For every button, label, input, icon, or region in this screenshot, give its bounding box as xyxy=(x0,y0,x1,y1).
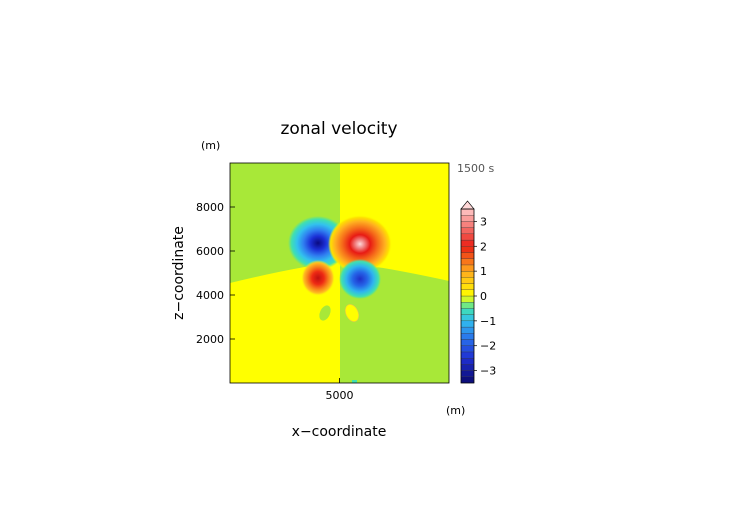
colorbar-level xyxy=(460,239,475,247)
x-axis: 5000 xyxy=(326,378,354,402)
colorbar-level xyxy=(460,264,475,272)
colorbar-level xyxy=(460,308,475,315)
colorbar-level xyxy=(460,302,475,309)
colorbar-level xyxy=(460,364,475,371)
x-axis-title: x−coordinate xyxy=(292,424,387,440)
colorbar-level xyxy=(460,227,475,235)
colorbar-level xyxy=(460,270,475,278)
vortex-lower-left xyxy=(301,260,335,296)
x-tick-label: 5000 xyxy=(326,389,354,402)
colorbar-tick-label: 2 xyxy=(480,240,487,253)
colorbar-level xyxy=(460,252,475,259)
colorbar-level xyxy=(460,351,475,359)
colorbar-level xyxy=(460,370,475,377)
colorbar-level xyxy=(460,233,475,241)
y-tick-label: 4000 xyxy=(196,289,224,302)
colorbar-level xyxy=(460,221,475,228)
colorbar-tick-label: 0 xyxy=(480,290,487,303)
colorbar-level xyxy=(460,357,475,365)
colorbar-extend-arrow xyxy=(460,200,475,210)
colorbar: 3 2 1 0 −1 −2 −3 xyxy=(460,200,496,384)
colorbar-level xyxy=(460,320,475,328)
colorbar-level xyxy=(460,345,475,353)
blob-right xyxy=(345,304,359,322)
colorbar-level xyxy=(460,314,475,322)
colorbar-tick-label: −2 xyxy=(480,340,496,353)
colorbar-tick-label: −3 xyxy=(480,365,496,378)
y-tick-label: 8000 xyxy=(196,201,224,214)
blob-left xyxy=(319,305,331,321)
y-unit-label: (m) xyxy=(201,139,220,152)
colorbar-level xyxy=(460,339,475,346)
time-label: 1500 s xyxy=(457,162,494,175)
bottom-spot xyxy=(352,380,357,383)
colorbar-tick-label: 1 xyxy=(480,265,487,278)
colorbar-tick-label: −1 xyxy=(480,315,496,328)
vortex-upper-right xyxy=(328,215,392,273)
y-tick-label: 2000 xyxy=(196,333,224,346)
colorbar-tick-label: 3 xyxy=(480,215,487,228)
y-tick-label: 6000 xyxy=(196,245,224,258)
x-unit-label: (m) xyxy=(446,404,465,417)
colorbar-level xyxy=(460,333,475,340)
colorbar-level xyxy=(460,376,475,384)
chart-title: zonal velocity xyxy=(280,119,397,139)
heatmap-field xyxy=(230,163,449,383)
colorbar-level xyxy=(460,246,475,253)
colorbar-level xyxy=(460,277,475,284)
colorbar-level xyxy=(460,289,475,297)
vortex-lower-right xyxy=(339,259,381,299)
colorbar-level xyxy=(460,215,475,222)
colorbar-level xyxy=(460,258,475,266)
colorbar-level xyxy=(460,326,475,334)
y-axis: 2000 4000 6000 8000 xyxy=(196,201,235,346)
y-axis-title: z−coordinate xyxy=(171,226,187,320)
colorbar-level xyxy=(460,283,475,290)
colorbar-level xyxy=(460,295,475,303)
colorbar-level xyxy=(460,208,475,216)
